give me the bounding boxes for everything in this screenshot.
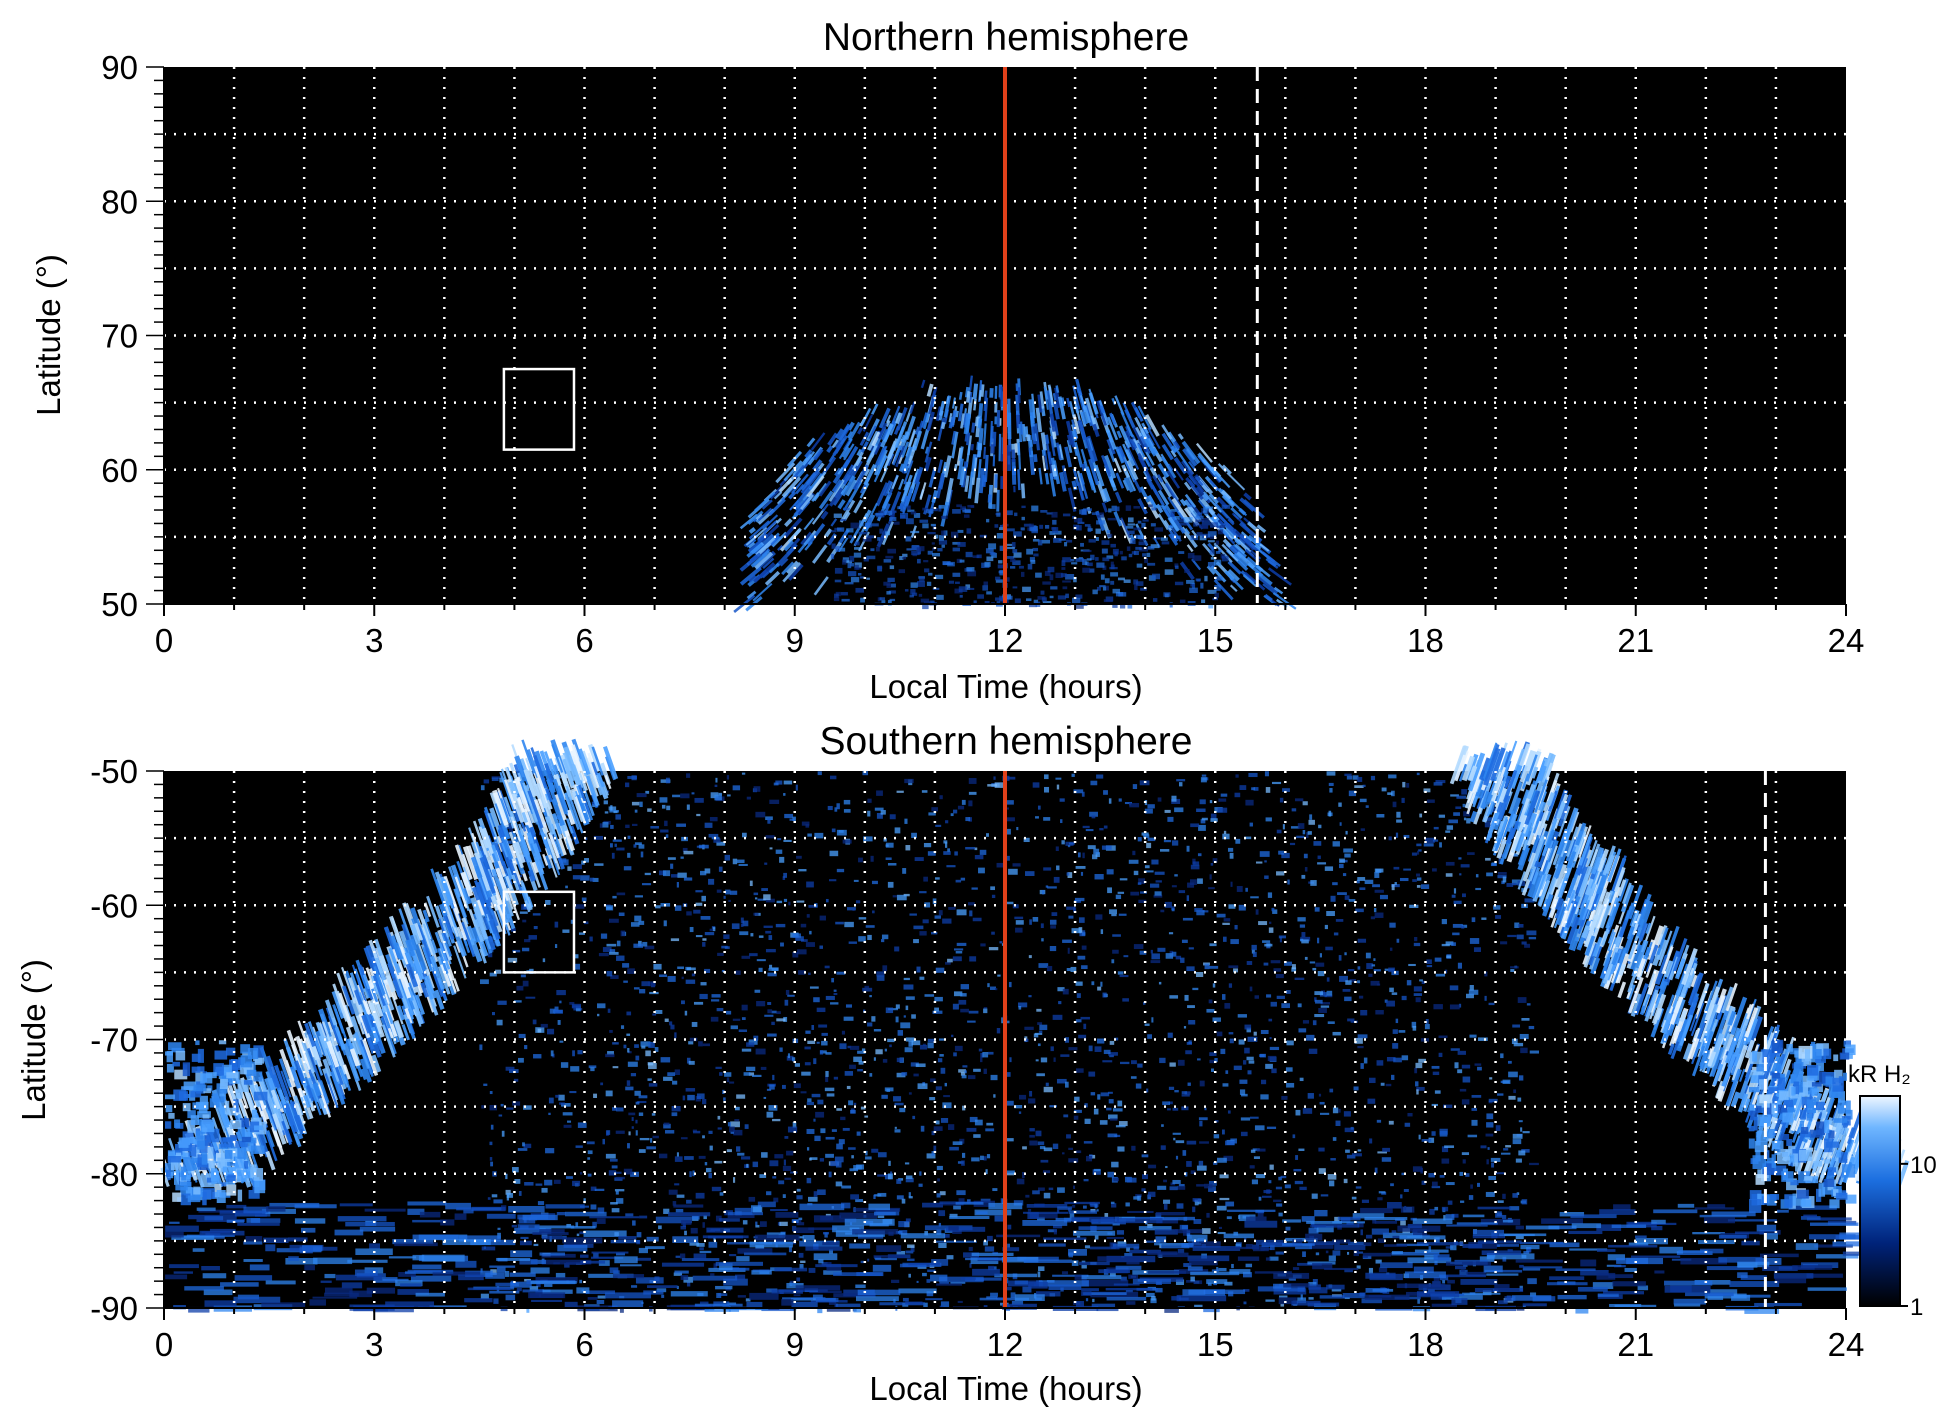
panel-title: Southern hemisphere <box>820 720 1193 763</box>
x-axis-label: Local Time (hours) <box>869 1370 1142 1407</box>
colorbar: kR H₂ 10 1 <box>1848 1061 1937 1321</box>
x-tick-label: 3 <box>365 622 383 659</box>
markers <box>502 67 1259 604</box>
x-axis-label: Local Time (hours) <box>869 668 1142 705</box>
x-tick-label: 18 <box>1407 622 1444 659</box>
southern-panel: Southern hemisphere 0 3 6 9 12 15 18 21 24 -50 -60… <box>15 720 1937 1407</box>
y-axis-label: Latitude (°) <box>15 959 52 1121</box>
x-tick-label: 21 <box>1617 622 1654 659</box>
x-tick-label: 9 <box>786 622 804 659</box>
y-axis-label: Latitude (°) <box>30 254 67 416</box>
region-box <box>502 367 576 451</box>
y-tick-label: -90 <box>90 1290 138 1327</box>
colorbar-gradient <box>1859 1095 1901 1307</box>
emission-layer <box>160 738 1910 1314</box>
x-tick-label: 6 <box>575 622 593 659</box>
x-tick-label: 15 <box>1197 622 1234 659</box>
x-tick-label: 12 <box>987 622 1024 659</box>
x-tick-label: 0 <box>155 1326 173 1363</box>
y-tick-label: 80 <box>101 183 138 220</box>
x-tick-label: 9 <box>786 1326 804 1363</box>
y-tick-label: -70 <box>90 1022 138 1059</box>
colorbar-ticks: 10 1 <box>1900 1152 1937 1321</box>
y-tick-label: -60 <box>90 887 138 924</box>
emission-layer <box>733 375 1297 613</box>
northern-panel: Northern hemisphere 0 3 6 9 12 15 18 21 24 90 80 70… <box>30 16 1864 705</box>
region-box <box>502 890 576 974</box>
y-tick-label: -80 <box>90 1156 138 1193</box>
x-tick-label: 21 <box>1617 1326 1654 1363</box>
y-tick-label: 90 <box>101 49 138 86</box>
colorbar-label: kR H₂ <box>1848 1061 1911 1088</box>
y-tick-label: 60 <box>101 452 138 489</box>
markers <box>502 771 1767 1308</box>
x-tick-label: 24 <box>1828 622 1865 659</box>
x-tick-label: 18 <box>1407 1326 1444 1363</box>
y-tick-label: 50 <box>101 586 138 623</box>
colorbar-tick-label: 10 <box>1910 1152 1937 1179</box>
colorbar-tick-label: 1 <box>1910 1294 1923 1321</box>
x-tick-label: 12 <box>987 1326 1024 1363</box>
y-tick-label: 70 <box>101 318 138 355</box>
panel-title: Northern hemisphere <box>823 16 1189 59</box>
x-tick-label: 6 <box>575 1326 593 1363</box>
x-tick-label: 3 <box>365 1326 383 1363</box>
x-tick-label: 0 <box>155 622 173 659</box>
axes: 0 3 6 9 12 15 18 21 24 90 80 70 60 50 <box>101 49 1864 659</box>
y-tick-label: -50 <box>90 753 138 790</box>
axes: 0 3 6 9 12 15 18 21 24 -50 -60 -70 -80 -90 <box>90 753 1864 1363</box>
x-tick-label: 15 <box>1197 1326 1234 1363</box>
x-tick-label: 24 <box>1828 1326 1865 1363</box>
